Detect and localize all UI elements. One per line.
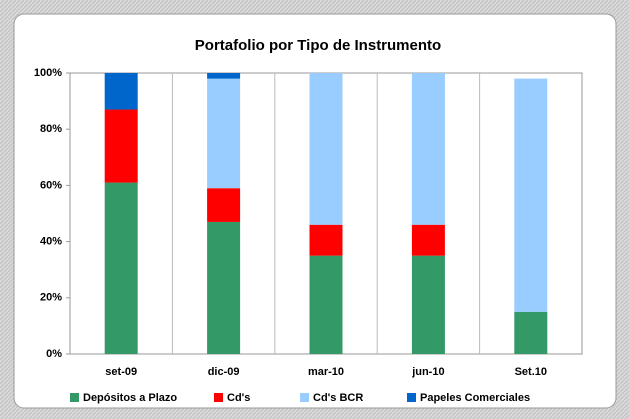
y-tick-label: 20% bbox=[40, 292, 62, 304]
y-tick-label: 80% bbox=[40, 123, 62, 135]
y-tick-label: 60% bbox=[40, 179, 62, 191]
x-tick-label: set-09 bbox=[105, 366, 137, 378]
bar-segment bbox=[411, 224, 445, 256]
chart-title: Portafolio por Tipo de Instrumento bbox=[195, 37, 441, 54]
bar-segment bbox=[104, 182, 138, 354]
bar-segment bbox=[207, 73, 241, 79]
x-tick-label: mar-10 bbox=[308, 366, 344, 378]
bar-segment bbox=[411, 73, 445, 225]
legend-label: Papeles Comerciales bbox=[420, 392, 530, 404]
bar-segment bbox=[309, 224, 343, 256]
y-tick-label: 40% bbox=[40, 236, 62, 248]
bar-segment bbox=[207, 78, 241, 189]
legend-swatch bbox=[300, 393, 309, 402]
legend-swatch bbox=[214, 393, 223, 402]
y-tick-label: 0% bbox=[46, 348, 62, 360]
bar-segment bbox=[514, 311, 548, 354]
bar-segment bbox=[514, 78, 548, 312]
x-tick-label: jun-10 bbox=[411, 366, 444, 378]
y-tick-label: 100% bbox=[34, 67, 62, 79]
bar-segment bbox=[104, 73, 138, 110]
x-tick-label: dic-09 bbox=[208, 366, 240, 378]
legend-label: Cd's BCR bbox=[313, 392, 363, 404]
bar-segment bbox=[207, 221, 241, 354]
legend-label: Depósitos a Plazo bbox=[83, 392, 177, 404]
legend-swatch bbox=[407, 393, 416, 402]
legend-label: Cd's bbox=[227, 392, 250, 404]
x-tick-label: Set.10 bbox=[515, 366, 547, 378]
bar-segment bbox=[309, 73, 343, 225]
bar-segment bbox=[309, 255, 343, 354]
bar-segment bbox=[104, 109, 138, 183]
legend-swatch bbox=[70, 393, 79, 402]
bar-segment bbox=[207, 188, 241, 222]
bar-segment bbox=[411, 255, 445, 354]
